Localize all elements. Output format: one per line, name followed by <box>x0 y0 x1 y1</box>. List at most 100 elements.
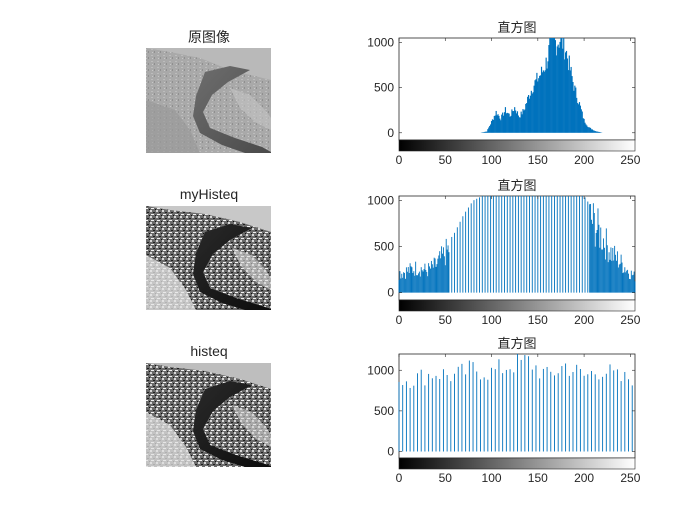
histogram-bar <box>605 373 607 452</box>
histogram-bar <box>632 274 634 293</box>
histogram-bar <box>565 52 567 133</box>
histogram-bar <box>429 266 430 293</box>
histogram-bar <box>465 211 467 293</box>
histogram-bar <box>447 245 449 293</box>
histogram-bar <box>598 379 600 452</box>
histogram-bar <box>404 272 406 293</box>
histogram-bar <box>402 385 404 452</box>
histogram-bar <box>516 111 519 133</box>
histogram-bar <box>495 110 497 133</box>
histogram-bar <box>540 75 542 133</box>
histogram-bar <box>446 249 448 293</box>
x-tick-label: 50 <box>439 153 453 167</box>
histogram-bar <box>484 196 486 293</box>
histogram-bar <box>421 270 423 293</box>
histogram-bar <box>423 269 425 293</box>
histogram-bar <box>513 372 515 452</box>
x-tick-label: 150 <box>528 153 548 167</box>
histogram-bar <box>523 196 525 293</box>
histogram-bar <box>498 196 500 293</box>
histogram-bar <box>515 196 517 293</box>
histogram-bar <box>631 385 633 452</box>
histogram-bar <box>584 197 586 293</box>
histogram-bar <box>609 259 611 293</box>
histogram-bar <box>484 131 486 133</box>
histogram-bar <box>420 267 422 293</box>
histogram-bar <box>499 118 501 133</box>
histogram-bar <box>608 252 610 293</box>
histogram-bar <box>591 371 592 452</box>
histogram-bar <box>505 113 507 133</box>
histogram-bar <box>591 219 592 293</box>
y-tick-label: 500 <box>374 81 394 95</box>
histogram-bar <box>476 371 478 452</box>
histogram-bar <box>561 366 563 452</box>
histogram-bar <box>494 115 496 133</box>
histogram-bars <box>398 196 636 293</box>
histogram-bar <box>413 385 415 452</box>
histogram-bar <box>481 196 483 293</box>
histogram-bar <box>566 58 569 133</box>
histogram-bar <box>573 90 575 133</box>
histogram-bar <box>504 107 507 133</box>
histogram-bar <box>417 373 418 452</box>
histogram-bar <box>506 112 508 133</box>
histogram-bar <box>498 115 500 133</box>
histogram-bar <box>530 90 532 133</box>
histogram-bar <box>537 81 539 133</box>
histogram-bar <box>500 120 502 133</box>
x-tick-label: 50 <box>439 471 453 485</box>
histogram-bar <box>482 132 484 133</box>
histogram-chart-histeq: 0 50 100 150 200 250 0 500 1000 直方图 <box>367 336 640 485</box>
histogram-bar <box>596 229 598 293</box>
histogram-bar <box>441 246 443 293</box>
x-tick-label: 0 <box>396 313 403 327</box>
histogram-bar <box>504 196 505 293</box>
histogram-bar <box>483 132 485 133</box>
aerial-river-myhisteq-image <box>146 206 271 310</box>
histogram-bar <box>420 369 422 452</box>
histogram-bars <box>398 354 633 452</box>
histogram-bar <box>573 196 575 293</box>
histogram-bar <box>418 271 420 293</box>
histogram-bar <box>541 72 544 133</box>
histogram-bar <box>605 228 607 293</box>
histogram-bar <box>486 131 488 133</box>
histogram-bar <box>512 196 514 293</box>
histogram-bar <box>433 257 435 293</box>
histogram-bar <box>479 379 481 452</box>
histogram-bar <box>581 196 583 293</box>
histogram-bar <box>592 130 594 133</box>
y-tick-label: 1000 <box>367 36 394 50</box>
histogram-bar <box>430 268 431 293</box>
histogram-bar <box>535 79 537 133</box>
histogram-bar <box>405 267 407 293</box>
histogram-bar <box>576 97 578 133</box>
histogram-bar <box>488 127 490 133</box>
histogram-bar <box>417 275 418 293</box>
histogram-bar <box>415 261 417 293</box>
histogram-bar <box>621 262 623 293</box>
histogram-bar <box>532 92 534 133</box>
histogram-bar <box>536 72 538 133</box>
histogram-bar <box>565 196 567 293</box>
histogram-bar <box>570 66 572 133</box>
histogram-bar <box>526 196 528 293</box>
histogram-bar <box>593 130 595 133</box>
x-tick-label: 200 <box>574 153 594 167</box>
histogram-bar <box>534 80 536 133</box>
histogram-bar <box>450 381 452 452</box>
histogram-bar <box>428 373 430 452</box>
histogram-bar <box>451 236 453 293</box>
histogram-bar <box>567 196 569 293</box>
histogram-bar <box>594 246 596 293</box>
histogram-bar <box>509 196 511 293</box>
histogram-bar <box>626 270 628 293</box>
histogram-bar <box>431 264 433 293</box>
histogram-bar <box>560 38 562 133</box>
x-tick-label: 150 <box>528 471 548 485</box>
histogram-bar <box>598 224 600 293</box>
histogram-bar <box>442 247 444 293</box>
histogram-bar <box>614 245 616 293</box>
